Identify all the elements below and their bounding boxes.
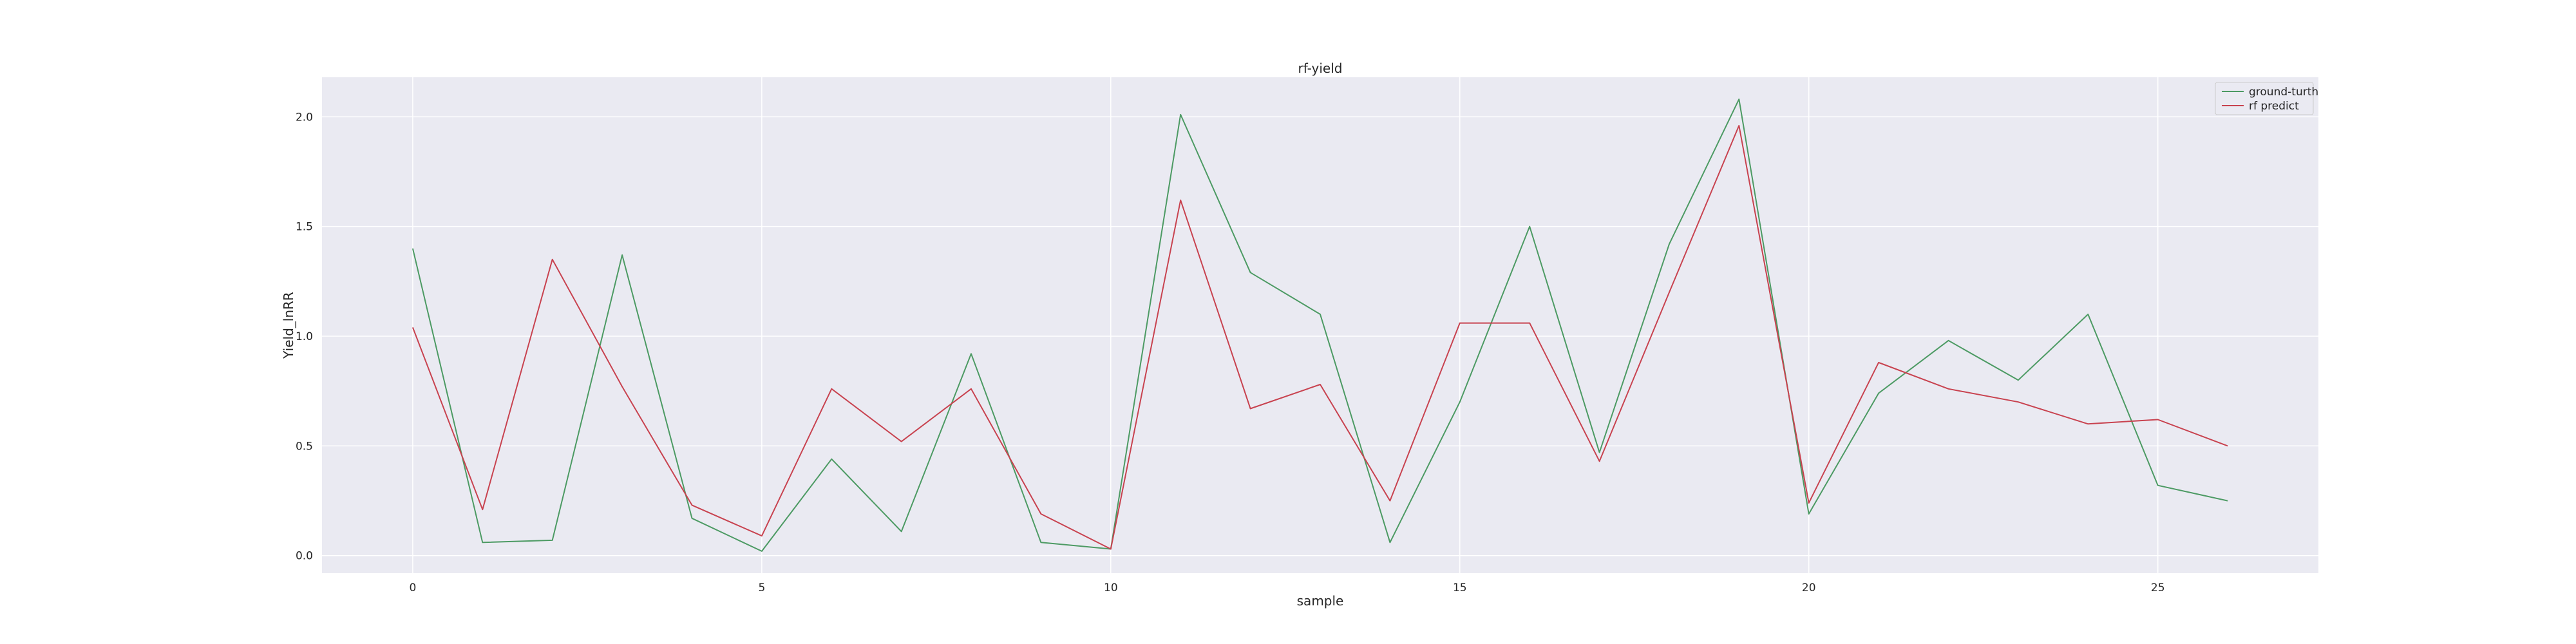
y-tick-label: 0.0 bbox=[296, 550, 313, 563]
y-tick-label: 1.5 bbox=[296, 221, 313, 234]
legend-label-ground-turth: ground-turth bbox=[2249, 86, 2318, 99]
legend-label-rf-predict: rf predict bbox=[2249, 100, 2299, 113]
y-tick-label: 0.5 bbox=[296, 440, 313, 453]
series-lines bbox=[412, 99, 2228, 552]
y-tick-labels: 0.0 0.5 1.0 1.5 2.0 bbox=[296, 111, 313, 562]
x-tick-label: 25 bbox=[2151, 582, 2165, 594]
y-tick-label: 2.0 bbox=[296, 111, 313, 124]
x-tick-label: 20 bbox=[1802, 582, 1816, 594]
series-line-rf-predict bbox=[412, 125, 2228, 550]
x-tick-label: 10 bbox=[1104, 582, 1118, 594]
x-tick-labels: 0 5 10 15 20 25 bbox=[409, 582, 2164, 594]
legend: ground-turth rf predict bbox=[2215, 82, 2318, 115]
x-axis-title: sample bbox=[1297, 593, 1344, 609]
series-line-ground-turth bbox=[412, 99, 2228, 552]
plot-area bbox=[322, 77, 2318, 573]
gridlines bbox=[322, 77, 2318, 573]
chart-title: rf-yield bbox=[1298, 61, 1343, 76]
x-tick-label: 5 bbox=[758, 582, 765, 594]
y-axis-title: Yield_lnRR bbox=[281, 292, 296, 359]
y-tick-label: 1.0 bbox=[296, 330, 313, 343]
legend-box bbox=[2215, 82, 2314, 115]
x-tick-label: 0 bbox=[409, 582, 416, 594]
x-tick-label: 15 bbox=[1453, 582, 1467, 594]
